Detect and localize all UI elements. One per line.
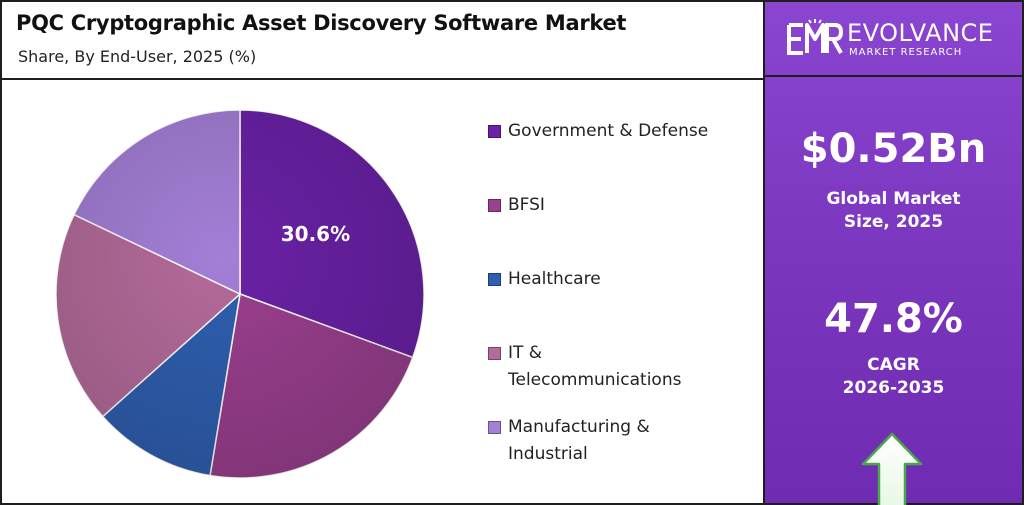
market-size-label-line-2: Size, 2025	[843, 212, 944, 232]
market-size-label-line-1: Global Market	[826, 189, 961, 209]
panel-separator	[763, 0, 765, 505]
legend-item-bfsi: BFSI	[488, 192, 748, 219]
legend-label-line: Healthcare	[508, 269, 601, 289]
brand-name: EVOLVANCE	[847, 19, 994, 47]
cagr-value: 47.8%	[824, 296, 963, 342]
up-arrow-icon	[861, 432, 923, 505]
page-title: PQC Cryptographic Asset Discovery Softwa…	[16, 11, 627, 35]
legend-label: Manufacturing & Industrial	[508, 414, 748, 468]
legend-swatch	[488, 199, 501, 212]
pie-chart: 30.6%	[55, 109, 425, 479]
legend-label: Government & Defense	[508, 118, 748, 145]
legend-item-it-telecommunications: IT & Telecommunications	[488, 340, 748, 394]
legend-swatch	[488, 421, 501, 434]
legend-swatch	[488, 273, 501, 286]
summary-panel: EVOLVANCE MARKET RESEARCH $0.52Bn Global…	[765, 0, 1024, 505]
legend-item-manufacturing-industrial: Manufacturing & Industrial	[488, 414, 748, 468]
legend-label-line: IT &	[508, 343, 543, 363]
brand-logo: EVOLVANCE MARKET RESEARCH	[785, 15, 1015, 65]
legend-item-government-defense: Government & Defense	[488, 118, 748, 145]
legend-swatch	[488, 347, 501, 360]
legend-label: IT & Telecommunications	[508, 340, 748, 394]
emr-logo-icon	[787, 19, 843, 55]
legend-label-line: Industrial	[508, 444, 588, 464]
legend-label-line: Telecommunications	[508, 370, 682, 390]
legend-label: Healthcare	[508, 266, 748, 293]
panel-divider	[765, 75, 1022, 77]
legend-label-line: Government & Defense	[508, 121, 709, 141]
legend-item-healthcare: Healthcare	[488, 266, 748, 293]
cagr-label-line-1: CAGR	[867, 355, 920, 375]
brand-subtitle: MARKET RESEARCH	[849, 47, 963, 58]
header-divider	[2, 78, 764, 80]
chart-subtitle: Share, By End-User, 2025 (%)	[18, 47, 257, 66]
legend-swatch	[488, 125, 501, 138]
pie-data-label-government-defense: 30.6%	[281, 222, 350, 246]
market-size-value: $0.52Bn	[800, 126, 987, 172]
legend-label: BFSI	[508, 192, 748, 219]
cagr-label-line-2: 2026-2035	[842, 378, 945, 398]
legend-label-line: BFSI	[508, 195, 545, 215]
legend-label-line: Manufacturing &	[508, 417, 650, 437]
